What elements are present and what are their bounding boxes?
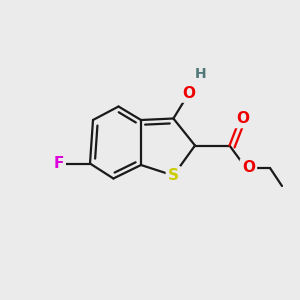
- Text: O: O: [242, 160, 255, 175]
- Text: O: O: [182, 85, 196, 100]
- Text: F: F: [53, 156, 64, 171]
- Text: H: H: [195, 67, 207, 80]
- Text: O: O: [236, 111, 249, 126]
- Text: S: S: [168, 168, 179, 183]
